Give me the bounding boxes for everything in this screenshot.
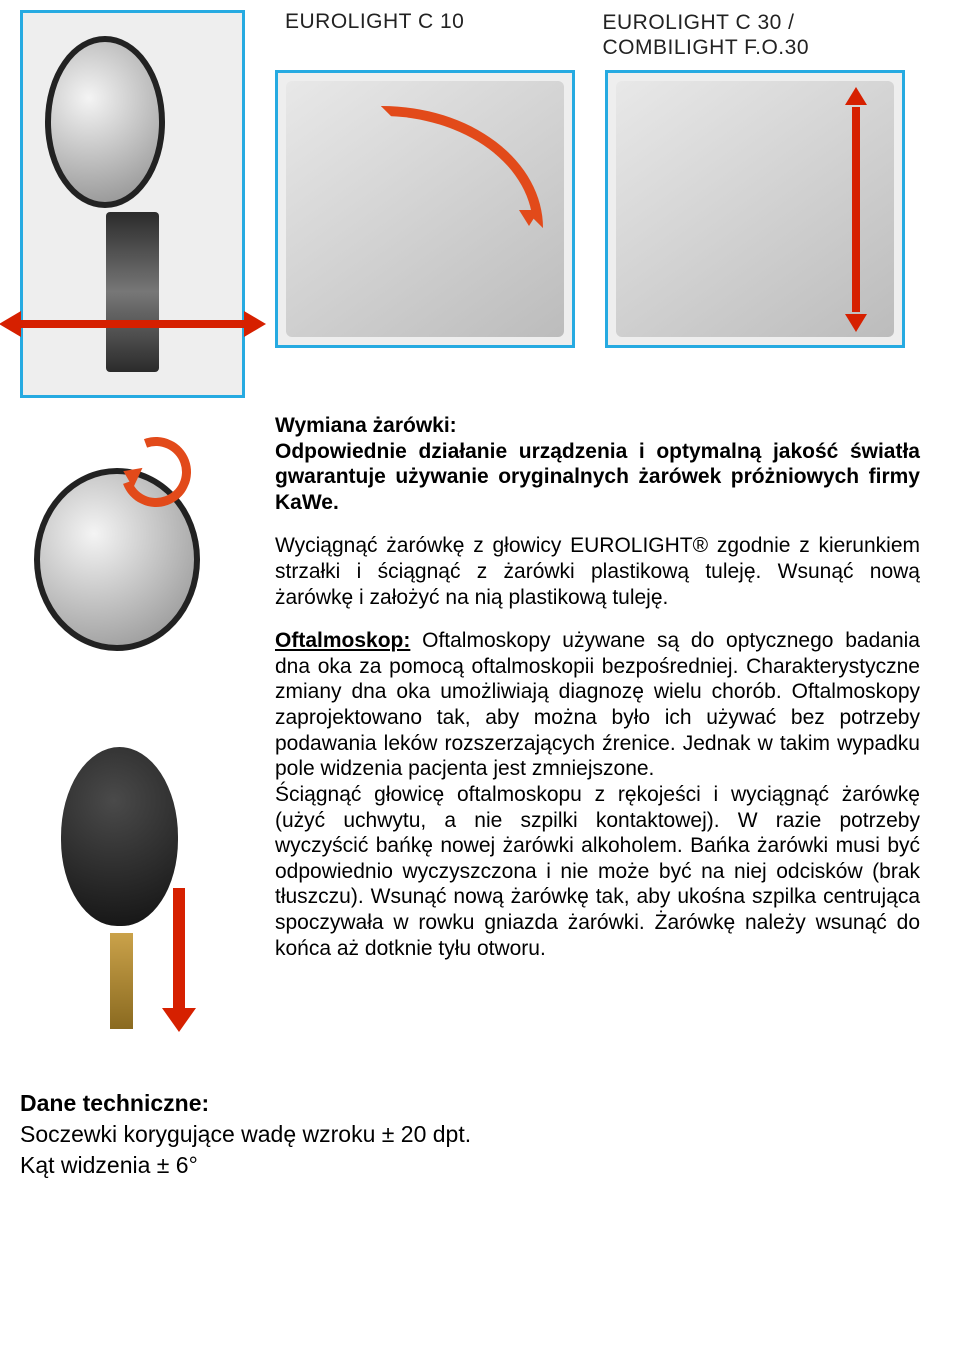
- paragraph-eurolight-instructions: Wyciągnąć żarówkę z głowicy EUROLIGHT® z…: [275, 533, 920, 610]
- image-ophthalmoscope: [20, 728, 245, 1048]
- model-labels-row: EUROLIGHT C 10 EUROLIGHT C 30 / COMBILIG…: [275, 10, 920, 60]
- label-eurolight-c10: EUROLIGHT C 10: [285, 10, 603, 60]
- right-area: EUROLIGHT C 10 EUROLIGHT C 30 / COMBILIG…: [275, 10, 920, 348]
- arrow-horizontal-icon: [13, 311, 252, 337]
- left-column: [20, 10, 245, 398]
- image-otoscope-head-rotate: [20, 413, 245, 718]
- paragraph-ophthalmoscope: Oftalmoskop: Oftalmoskopy używane są do …: [275, 628, 920, 961]
- ophthalmoscope-head-shape: [61, 747, 178, 926]
- image-otoscope-main: [20, 10, 245, 398]
- p1-body: Odpowiednie działanie urządzenia i optym…: [275, 440, 920, 514]
- top-row: EUROLIGHT C 10 EUROLIGHT C 30 / COMBILIG…: [20, 10, 920, 398]
- detail-images-row: [275, 70, 920, 348]
- label-c30-line2: COMBILIGHT F.O.30: [603, 36, 810, 59]
- tech-line-angle: Kąt widzenia ± 6°: [20, 1150, 920, 1181]
- text-column: Wymiana żarówki: Odpowiednie działanie u…: [275, 413, 920, 1048]
- tech-heading: Dane techniczne:: [20, 1088, 920, 1119]
- tech-line-lenses: Soczewki korygujące wadę wzroku ± 20 dpt…: [20, 1119, 920, 1150]
- image-c10-detail: [275, 70, 575, 348]
- otoscope-head-shape: [45, 36, 165, 208]
- technical-data: Dane techniczne: Soczewki korygujące wad…: [20, 1088, 920, 1181]
- ophthalmoscope-pin-shape: [110, 933, 133, 1029]
- p3-continuation: Ściągnąć głowicę oftalmoskopu z rękojeśc…: [275, 783, 920, 960]
- label-c30-line1: EUROLIGHT C 30 /: [603, 11, 795, 34]
- image-c30-detail: [605, 70, 905, 348]
- arrow-down-icon: [162, 888, 196, 1032]
- arrow-vertical-icon: [845, 101, 867, 319]
- label-eurolight-c30: EUROLIGHT C 30 / COMBILIGHT F.O.30: [603, 10, 921, 60]
- p1-title: Wymiana żarówki:: [275, 414, 457, 437]
- paragraph-bulb-change: Wymiana żarówki: Odpowiednie działanie u…: [275, 413, 920, 515]
- p3-title: Oftalmoskop:: [275, 629, 410, 652]
- otoscope-handle-shape: [106, 212, 159, 372]
- body-row: Wymiana żarówki: Odpowiednie działanie u…: [20, 413, 920, 1048]
- side-images-column: [20, 413, 245, 1048]
